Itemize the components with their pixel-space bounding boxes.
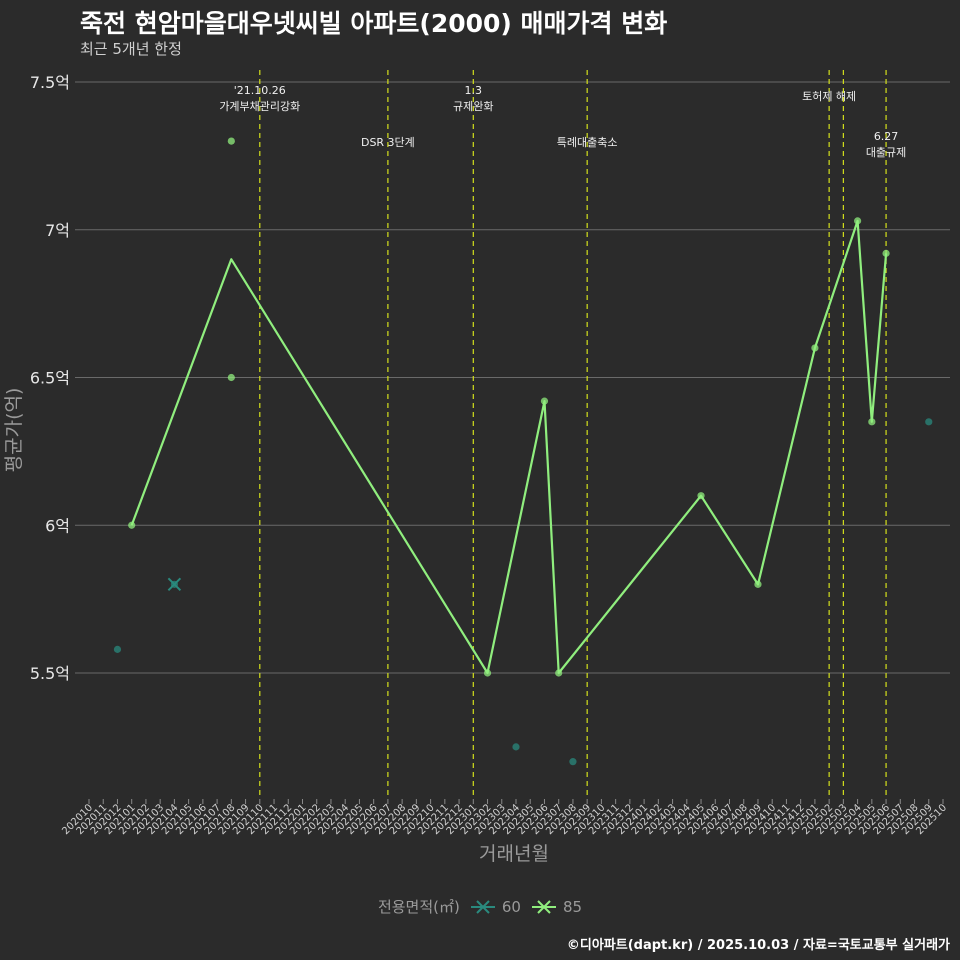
data-point-85 <box>854 217 862 225</box>
legend: 전용면적(㎡) 60 85 <box>0 896 960 917</box>
data-point-60 <box>569 758 577 766</box>
y-tick-label: 5.5억 <box>30 664 70 683</box>
grid-lines <box>75 81 950 674</box>
event-label: 1.3 <box>465 84 483 97</box>
legend-label-60: 60 <box>501 897 521 916</box>
series-line-85 <box>130 219 888 675</box>
source-caption: ©디아파트(dapt.kr) / 2025.10.03 / 자료=국토교통부 실… <box>566 938 950 953</box>
chart-area: 5.5억 6억 6.5억 7억 7.5억 20201020201120201220210… <box>3 70 950 865</box>
event-label: 토허제 해제 <box>802 89 856 103</box>
data-point-85 <box>697 492 705 500</box>
y-axis-ticks: 5.5억 6억 6.5억 7억 7.5억 <box>30 73 70 683</box>
event-label: 6.27 <box>874 130 899 143</box>
event-label: 가계부채관리강화 <box>219 100 300 113</box>
y-tick-label: 7.5억 <box>30 73 70 92</box>
legend-swatch-85 <box>531 899 556 914</box>
event-label: '21.10.26 <box>234 84 286 97</box>
y-axis-label: 평균가(억) <box>3 388 25 473</box>
legend-item-85: 85 <box>531 898 582 916</box>
data-point-85 <box>555 669 563 677</box>
data-point-60 <box>113 645 122 653</box>
chart-subtitle: 최근 5개년 한정 <box>80 40 182 58</box>
data-point-60 <box>925 418 933 426</box>
data-point-85 <box>128 521 136 529</box>
legend-label-85: 85 <box>562 897 583 916</box>
data-point-85 <box>868 418 876 426</box>
event-label: 특례대출축소 <box>557 136 618 149</box>
event-label: 규제완화 <box>453 100 493 113</box>
y-tick-label: 7억 <box>45 221 70 240</box>
x-axis-ticks: 2020102020112020122021012021022021032021… <box>60 799 949 837</box>
data-point-85 <box>811 344 819 352</box>
y-tick-label: 6.5억 <box>30 369 70 388</box>
data-point-60 <box>512 743 520 751</box>
legend-item-60: 60 <box>470 898 521 916</box>
legend-swatch-60 <box>470 899 495 914</box>
data-point-85 <box>754 580 762 588</box>
data-point-60 <box>170 580 178 588</box>
data-point-85 <box>227 373 235 382</box>
data-point-85 <box>227 137 235 145</box>
data-point-85 <box>483 669 492 677</box>
y-tick-label: 6억 <box>45 516 70 535</box>
event-label: 대출규제 <box>866 146 906 159</box>
data-point-85 <box>882 249 890 257</box>
x-axis-label: 거래년월 <box>479 843 549 865</box>
series <box>113 137 933 766</box>
data-point-85 <box>540 397 549 405</box>
legend-title: 전용면적(㎡) <box>377 898 460 916</box>
event-label: DSR 3단계 <box>361 136 415 149</box>
chart-title: 죽전 현암마을대우넷씨빌 아파트(2000) 매매가격 변화 <box>80 9 668 38</box>
